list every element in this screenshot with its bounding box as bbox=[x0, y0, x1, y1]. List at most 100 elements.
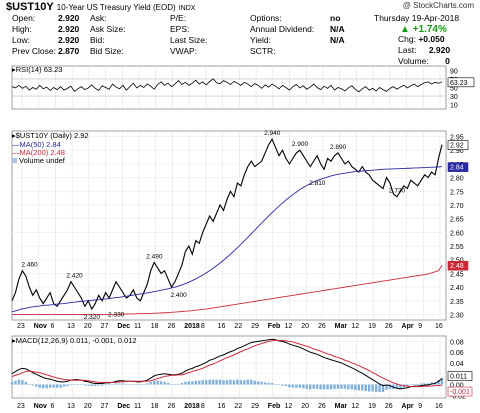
macd-histogram-bar bbox=[180, 382, 184, 385]
x-tick-label: 6 bbox=[50, 403, 54, 410]
volume-row: Volume: 0 bbox=[398, 57, 450, 66]
x-tick-label: 11 bbox=[134, 403, 141, 410]
price-last-box bbox=[447, 162, 469, 172]
x-tick-label: 22 bbox=[234, 403, 242, 410]
macd-histogram-bar bbox=[139, 384, 142, 386]
price-annotation: 2.900 bbox=[292, 141, 309, 148]
macd-histogram-bar bbox=[42, 384, 45, 389]
macd-histogram-bar bbox=[97, 384, 100, 386]
macd-histogram-bar bbox=[399, 384, 402, 389]
ma200-line bbox=[12, 264, 443, 315]
quote-label: Low: bbox=[12, 35, 30, 45]
x-tick-label: 8 bbox=[201, 403, 205, 410]
macd-histogram-bar bbox=[319, 384, 322, 390]
rsi-tick-label: 10 bbox=[450, 103, 458, 110]
macd-histogram-bar bbox=[347, 384, 350, 390]
ma200-swatch: — bbox=[12, 148, 20, 157]
x-tick-label: 2018 bbox=[184, 323, 200, 330]
x-tick-label: Apr bbox=[402, 323, 414, 330]
x-tick-label: 16 bbox=[435, 403, 443, 410]
macd-histogram-bar bbox=[28, 383, 31, 385]
x-tick-label: 22 bbox=[234, 323, 242, 330]
x-tick-label: 26 bbox=[167, 403, 175, 410]
price-tick-label: 2.35 bbox=[450, 299, 464, 306]
x-tick-label: 19 bbox=[368, 403, 376, 410]
rsi-tick-label: 90 bbox=[450, 68, 458, 75]
ma50-swatch: — bbox=[12, 140, 20, 149]
change-percent: ▲ +1.74% bbox=[400, 25, 447, 35]
macd-histogram-bar bbox=[156, 380, 159, 385]
macd-tick-label: 0.00 bbox=[450, 383, 464, 390]
quote-label: Ask: bbox=[90, 13, 107, 23]
macd-tick-label: -0.02 bbox=[450, 393, 466, 400]
chg-row: Chg: +0.050 bbox=[398, 35, 445, 44]
macd-histogram-bar bbox=[38, 384, 41, 388]
macd-histogram-bar bbox=[10, 381, 14, 385]
x-tick-label: Mar bbox=[335, 403, 348, 410]
ma50-legend: —MA(50) 2.84 bbox=[12, 141, 61, 149]
chart-title: $UST10Y 10-Year US Treasury Yield (EOD) … bbox=[6, 2, 195, 13]
macd-histogram-bar bbox=[413, 383, 416, 385]
price-tick-label: 2.55 bbox=[450, 244, 464, 251]
x-tick-label: 20 bbox=[84, 323, 92, 330]
macd-histogram-bar bbox=[211, 379, 215, 385]
price-annotation: 2.490 bbox=[146, 253, 163, 260]
macd-histogram-bar bbox=[309, 384, 312, 390]
x-tick-label: 9 bbox=[418, 403, 422, 410]
macd-histogram-bar bbox=[215, 379, 218, 385]
price-last-box bbox=[447, 140, 469, 150]
x-tick-label: 6 bbox=[50, 323, 54, 330]
quote-value: 2.920 bbox=[58, 35, 80, 45]
macd-histogram-bar bbox=[367, 384, 371, 392]
macd-histogram-bar bbox=[52, 384, 55, 388]
quote-label: Last Size: bbox=[170, 35, 208, 45]
macd-histogram-bar bbox=[419, 383, 423, 385]
macd-histogram-bar bbox=[80, 384, 83, 386]
macd-histogram-bar bbox=[395, 384, 399, 389]
price-tick-label: 2.90 bbox=[450, 148, 464, 155]
rsi-tick-label: 50 bbox=[450, 86, 458, 93]
rsi-last-box bbox=[447, 77, 475, 88]
macd-histogram-bar bbox=[35, 384, 38, 387]
macd-histogram-bar bbox=[125, 384, 128, 386]
x-tick-label: 12 bbox=[285, 323, 293, 330]
volume-legend: Volume undef bbox=[12, 157, 65, 165]
macd-histogram-bar bbox=[114, 383, 118, 385]
macd-histogram-bar bbox=[66, 384, 69, 387]
x-tick-label: 12 bbox=[351, 323, 359, 330]
macd-histogram-bar bbox=[100, 384, 104, 386]
quote-date: Thursday 19-Apr-2018 bbox=[374, 13, 460, 23]
ma200-legend-text: MA(200) 2.48 bbox=[19, 148, 65, 157]
x-tick-label: 20 bbox=[301, 323, 309, 330]
macd-histogram-bar bbox=[132, 384, 135, 386]
macd-legend: ▸MACD(12,26,9) 0.011, -0.001, 0.012 bbox=[12, 337, 137, 345]
macd-histogram-bar bbox=[243, 380, 246, 385]
macd-histogram-bar bbox=[191, 381, 194, 385]
x-tick-label: 20 bbox=[84, 403, 92, 410]
macd-histogram-bar bbox=[288, 384, 291, 388]
x-tick-label: 18 bbox=[151, 323, 159, 330]
macd-histogram-bar bbox=[239, 380, 243, 385]
macd-histogram-bar bbox=[184, 381, 187, 385]
x-tick-label: 2018 bbox=[184, 403, 200, 410]
macd-histogram-bar bbox=[59, 384, 62, 388]
price-tick-label: 2.40 bbox=[450, 285, 464, 292]
quote-label: Yield: bbox=[250, 35, 271, 45]
macd-histogram-bar bbox=[350, 384, 354, 390]
x-tick-label: 13 bbox=[67, 403, 75, 410]
macd-histogram-bar bbox=[17, 379, 21, 385]
macd-histogram-bar bbox=[253, 380, 256, 385]
macd-histogram-bar bbox=[90, 384, 93, 387]
price-last-label: 2.92 bbox=[450, 143, 464, 150]
signal-line bbox=[11, 339, 443, 388]
price-last-box bbox=[447, 260, 469, 271]
macd-histogram-bar bbox=[118, 383, 121, 385]
x-tick-label: 19 bbox=[368, 323, 376, 330]
quote-value: 2.920 bbox=[58, 24, 80, 34]
price-tick-label: 2.75 bbox=[450, 189, 464, 196]
macd-histogram-bar bbox=[166, 382, 170, 385]
macd-histogram-bar bbox=[409, 384, 412, 386]
macd-histogram-bar bbox=[225, 380, 229, 385]
price-annotation: 2.400 bbox=[170, 292, 187, 299]
